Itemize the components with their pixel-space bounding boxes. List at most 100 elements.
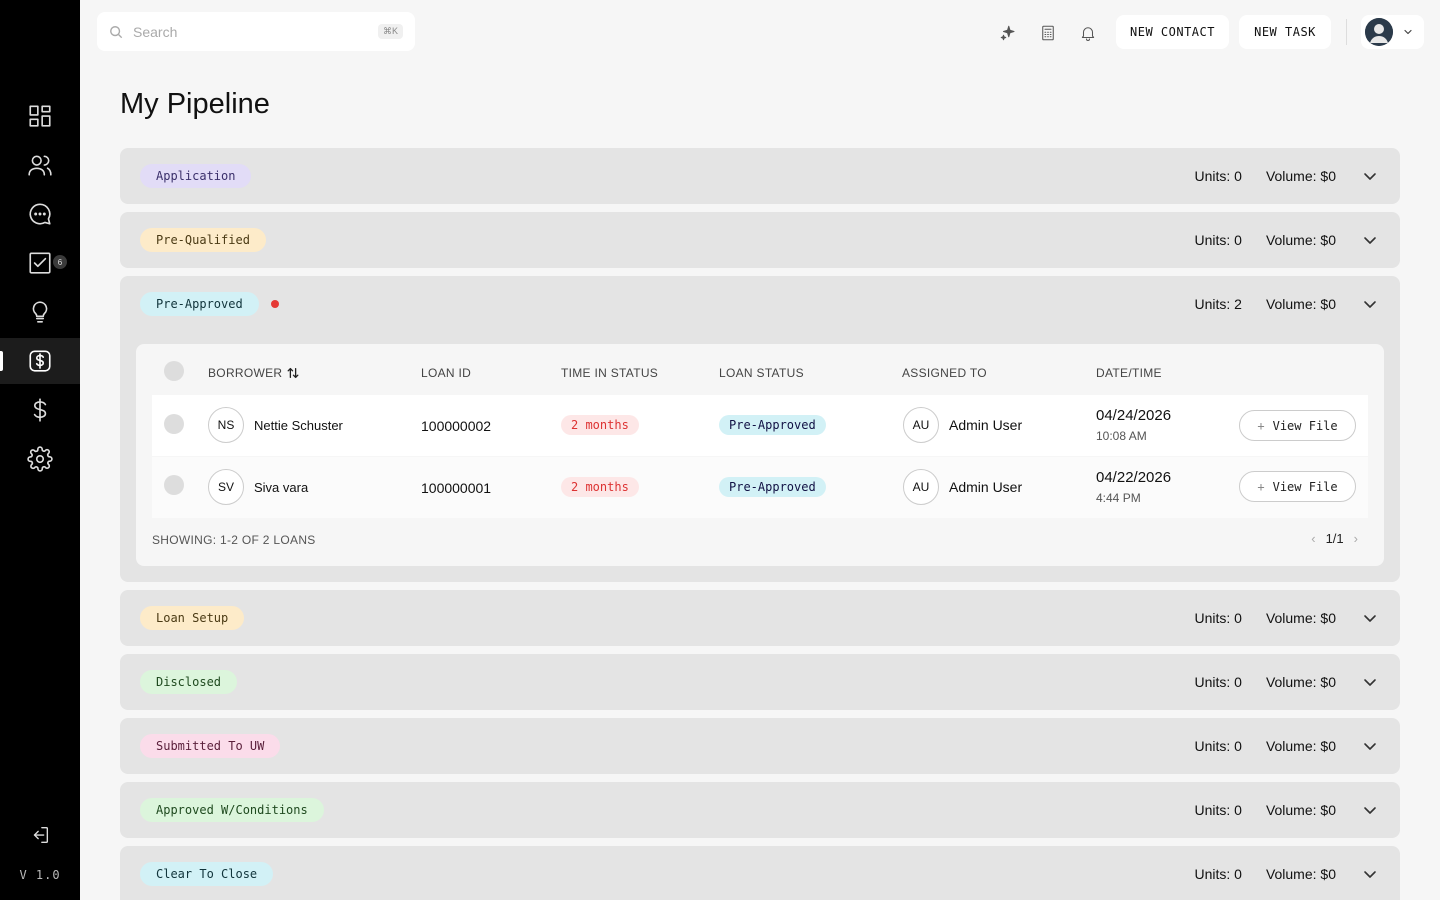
loan-status-badge: Pre-Approved (719, 415, 826, 435)
search-input[interactable] (133, 23, 378, 40)
new-contact-button[interactable]: NEW CONTACT (1116, 15, 1229, 49)
stage-application: Application Units: 0 Volume: $0 (120, 148, 1400, 204)
dollar-icon (33, 398, 47, 422)
row-checkbox[interactable] (164, 475, 184, 495)
expand-toggle[interactable] (1362, 802, 1378, 818)
stage-pill: Pre-Approved (140, 292, 259, 316)
prev-page-button[interactable]: ‹ (1311, 531, 1316, 546)
loan-status-badge: Pre-Approved (719, 477, 826, 497)
table-row[interactable]: NS Nettie Schuster 100000002 2 months Pr… (152, 395, 1368, 456)
app-version: V 1.0 (19, 868, 61, 882)
chevron-down-icon (1404, 29, 1412, 35)
volume-total: Volume: $0 (1265, 738, 1336, 754)
stage-pre-qualified: Pre-Qualified Units: 0 Volume: $0 (120, 212, 1400, 268)
row-time: 10:08 AM (1096, 429, 1147, 443)
units-count: Units: 0 (1194, 674, 1242, 690)
sidebar-item-settings[interactable] (0, 436, 80, 482)
sidebar-item-tasks[interactable]: 6 (0, 240, 80, 286)
volume-total: Volume: $0 (1265, 674, 1336, 690)
stage-header[interactable]: Pre-Approved Units: 2 Volume: $0 (120, 276, 1400, 332)
expand-toggle[interactable] (1362, 674, 1378, 690)
users-icon (28, 155, 52, 176)
profile-menu[interactable] (1361, 15, 1424, 49)
volume-total: Volume: $0 (1265, 232, 1336, 248)
time-in-status-badge: 2 months (561, 477, 639, 497)
column-header-loan-status: LOAN STATUS (719, 366, 804, 380)
units-count: Units: 2 (1194, 296, 1242, 312)
units-count: Units: 0 (1194, 866, 1242, 882)
stage-header[interactable]: Clear To Close Units: 0 Volume: $0 (120, 846, 1400, 900)
volume-total: Volume: $0 (1265, 866, 1336, 882)
sidebar-item-contacts[interactable] (0, 142, 80, 188)
calculator-button[interactable] (1037, 22, 1059, 44)
expand-toggle[interactable] (1362, 232, 1378, 248)
stage-header[interactable]: Loan Setup Units: 0 Volume: $0 (120, 590, 1400, 646)
next-page-button[interactable]: › (1353, 531, 1358, 546)
stage-pill: Disclosed (140, 670, 238, 694)
notifications-button[interactable] (1077, 22, 1099, 44)
view-file-button[interactable]: + View File (1239, 471, 1356, 502)
lightbulb-icon (32, 301, 48, 323)
column-header-borrower[interactable]: BORROWER (208, 366, 300, 380)
column-header-loan-id: LOAN ID (421, 366, 472, 380)
sidebar-item-finance[interactable] (0, 387, 80, 433)
ai-sparkle-button[interactable] (997, 22, 1019, 44)
expand-toggle[interactable] (1362, 168, 1378, 184)
stage-pill: Submitted To UW (140, 734, 281, 758)
new-activity-indicator (270, 300, 279, 308)
assignee-avatar: AU (903, 407, 939, 443)
search-bar[interactable]: ⌘K (97, 12, 415, 51)
expand-toggle[interactable] (1362, 296, 1378, 312)
stage-header[interactable]: Pre-Qualified Units: 0 Volume: $0 (120, 212, 1400, 268)
units-count: Units: 0 (1194, 168, 1242, 184)
stage-header[interactable]: Submitted To UW Units: 0 Volume: $0 (120, 718, 1400, 774)
sidebar-item-pipeline[interactable] (0, 338, 80, 384)
chevron-down-icon (1364, 237, 1376, 244)
stage-pill: Pre-Qualified (140, 228, 266, 252)
borrower-name[interactable]: Nettie Schuster (254, 418, 343, 433)
column-header-label: BORROWER (208, 366, 283, 380)
pagination: ‹ 1/1 › (1301, 531, 1368, 546)
stage-header[interactable]: Disclosed Units: 0 Volume: $0 (120, 654, 1400, 710)
stage-loan-setup: Loan Setup Units: 0 Volume: $0 (120, 590, 1400, 646)
row-time: 4:44 PM (1096, 491, 1141, 505)
logout-icon (33, 826, 49, 844)
assignee-name: Admin User (949, 479, 1023, 495)
page-indicator: 1/1 (1325, 531, 1344, 546)
stage-header[interactable]: Approved W/Conditions Units: 0 Volume: $0 (120, 782, 1400, 838)
expand-toggle[interactable] (1362, 866, 1378, 882)
stage-pill: Loan Setup (140, 606, 245, 630)
volume-total: Volume: $0 (1265, 296, 1336, 312)
borrower-avatar: SV (208, 469, 244, 505)
view-file-label: View File (1272, 418, 1338, 433)
logout-button[interactable] (0, 812, 80, 858)
row-date: 04/22/2026 (1096, 469, 1172, 486)
column-header-assigned-to: ASSIGNED TO (902, 366, 987, 380)
units-count: Units: 0 (1194, 738, 1242, 754)
loans-table: BORROWER LOAN ID TIME IN STATUS LOAN STA… (136, 344, 1384, 566)
select-all-checkbox[interactable] (164, 361, 184, 381)
table-row[interactable]: SV Siva vara 100000001 2 months Pre-Appr… (152, 457, 1368, 518)
stage-disclosed: Disclosed Units: 0 Volume: $0 (120, 654, 1400, 710)
units-count: Units: 0 (1194, 802, 1242, 818)
expand-toggle[interactable] (1362, 738, 1378, 754)
volume-total: Volume: $0 (1265, 802, 1336, 818)
column-header-time-in-status: TIME IN STATUS (561, 366, 659, 380)
stage-submitted-to-uw: Submitted To UW Units: 0 Volume: $0 (120, 718, 1400, 774)
volume-total: Volume: $0 (1265, 610, 1336, 626)
sidebar-item-dashboard[interactable] (0, 93, 80, 139)
view-file-button[interactable]: + View File (1239, 410, 1356, 441)
bell-icon (1081, 27, 1095, 41)
page-title: My Pipeline (120, 88, 270, 120)
stage-header[interactable]: Application Units: 0 Volume: $0 (120, 148, 1400, 204)
sidebar-item-ideas[interactable] (0, 289, 80, 335)
borrower-avatar: NS (208, 407, 244, 443)
view-file-label: View File (1272, 479, 1338, 494)
sidebar-item-messages[interactable] (0, 191, 80, 237)
chevron-down-icon (1364, 173, 1376, 180)
expand-toggle[interactable] (1362, 610, 1378, 626)
row-checkbox[interactable] (164, 414, 184, 434)
chevron-down-icon (1364, 301, 1376, 308)
new-task-button[interactable]: NEW TASK (1239, 15, 1331, 49)
borrower-name[interactable]: Siva vara (254, 480, 309, 495)
